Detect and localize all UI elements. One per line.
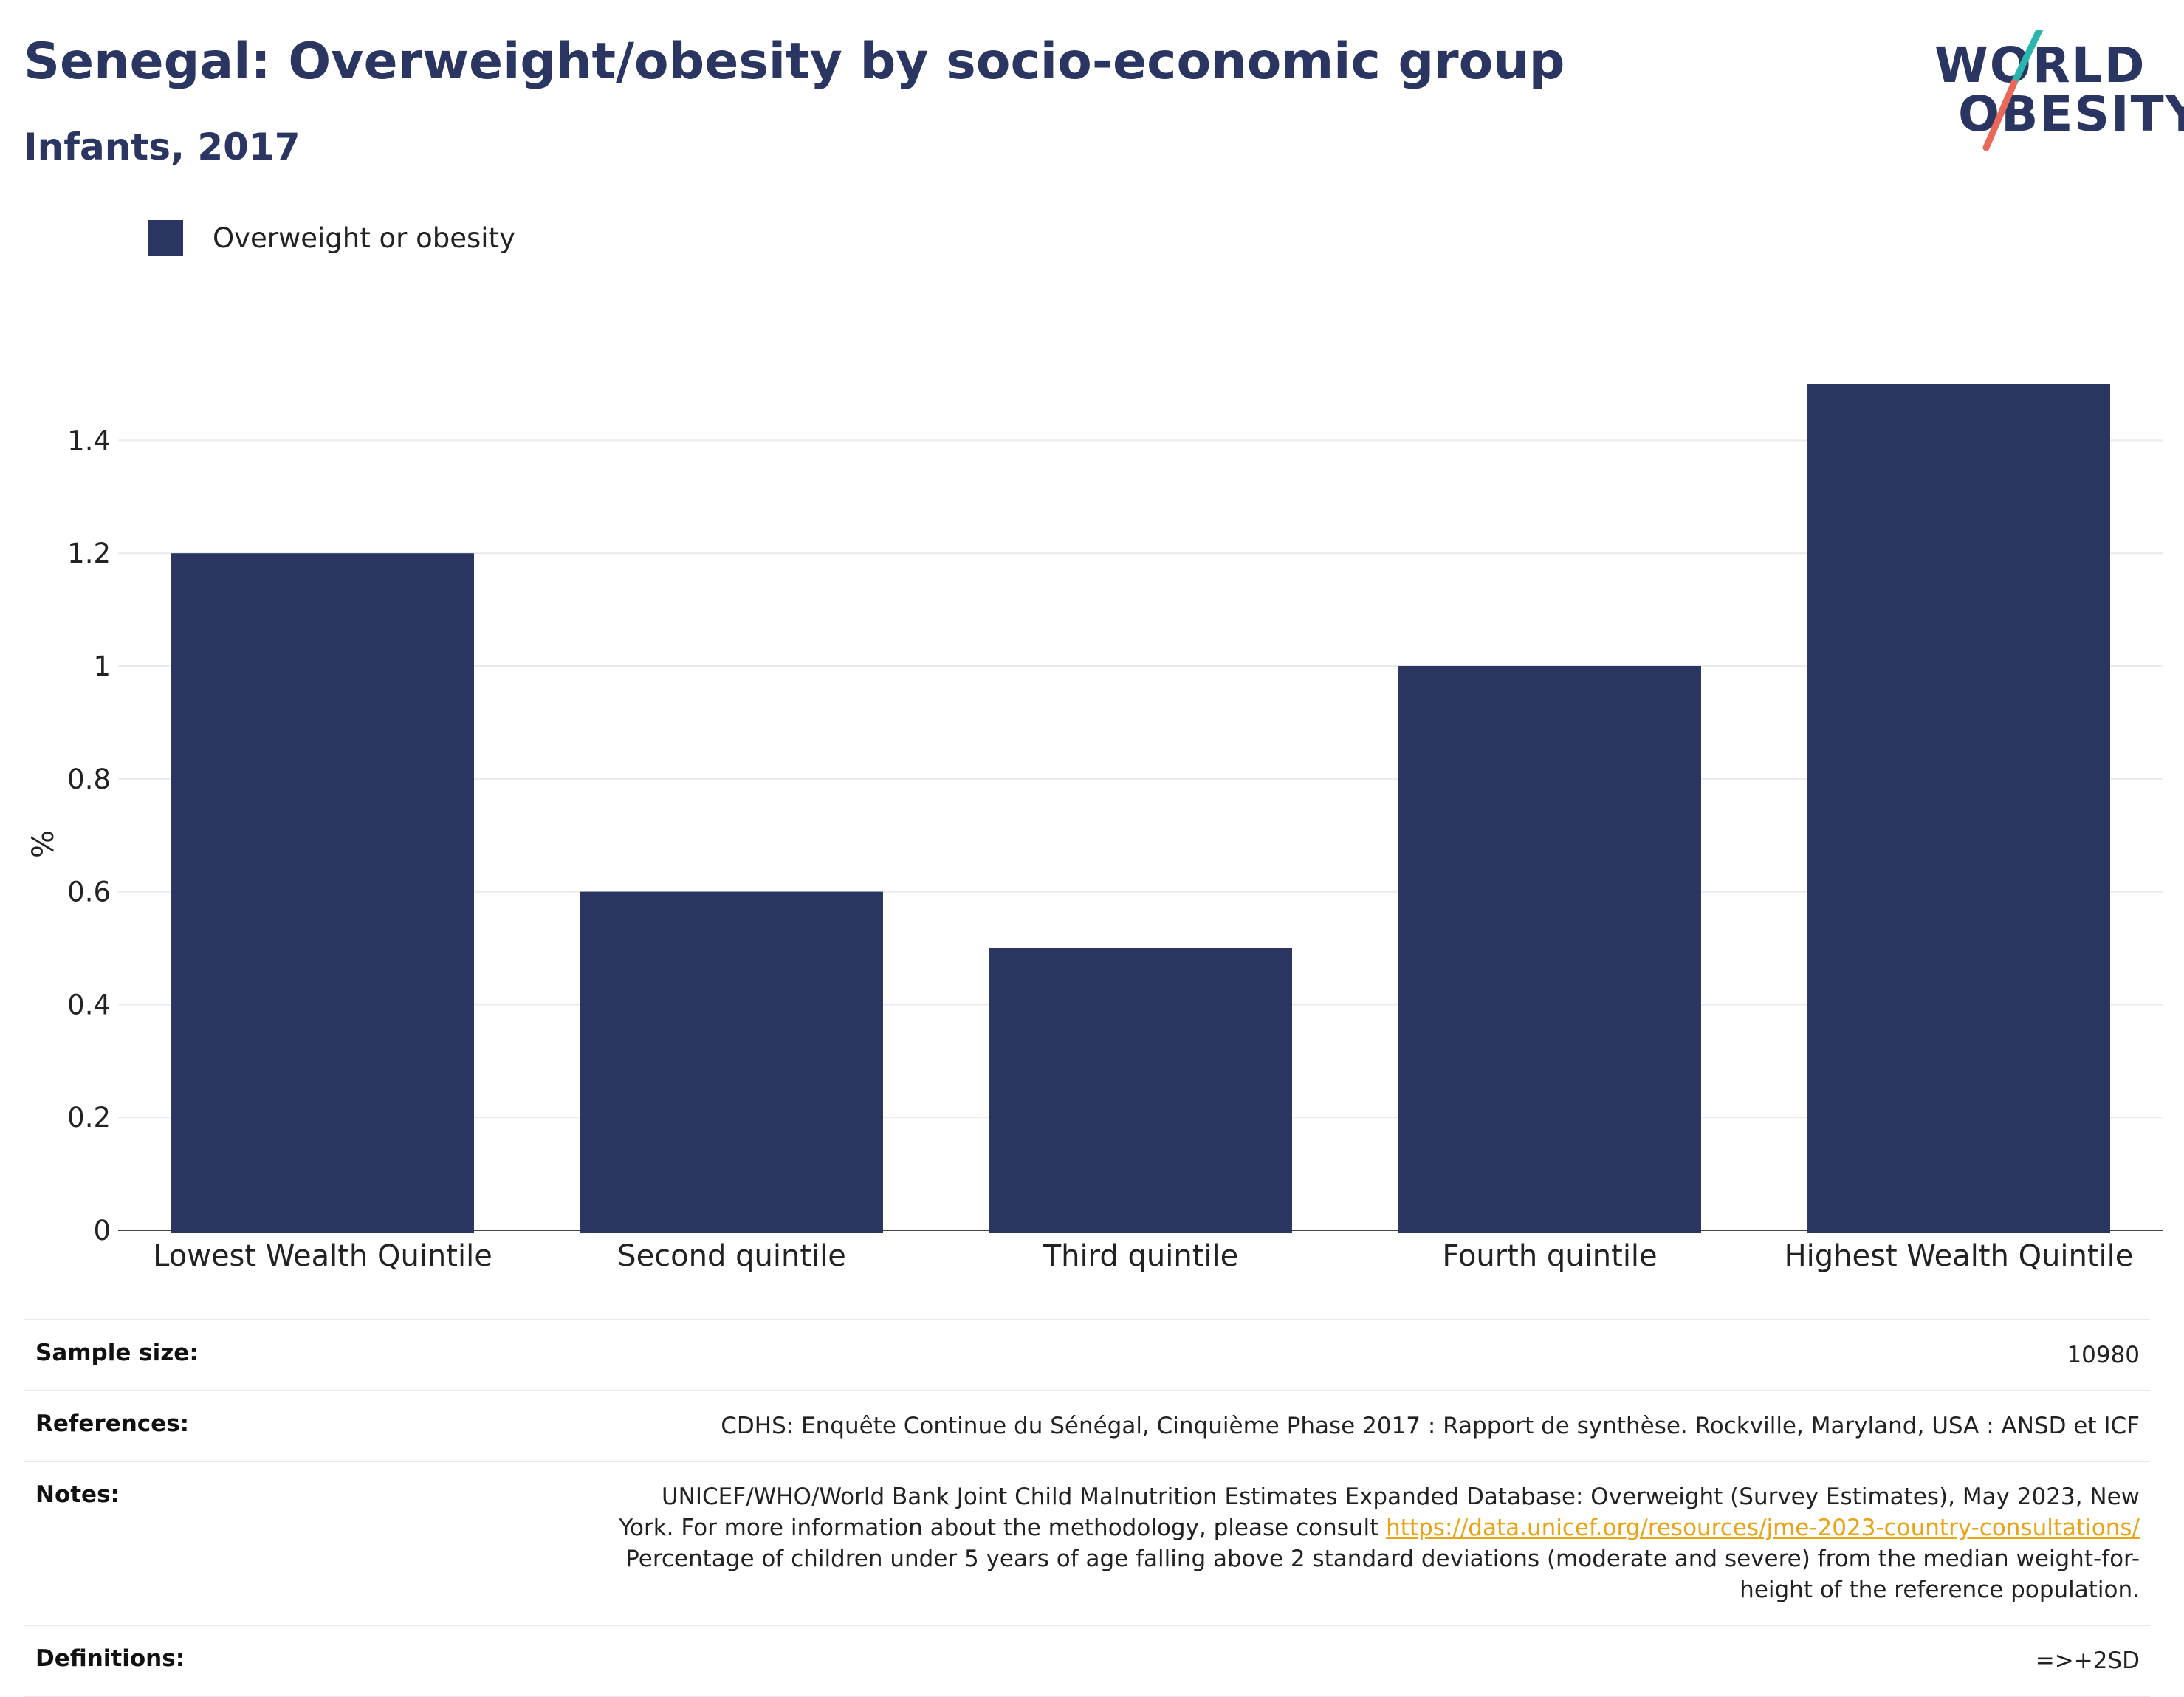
x-tick-label: Lowest Wealth Quintile: [153, 1239, 492, 1273]
chart-title: Senegal: Overweight/obesity by socio-eco…: [24, 32, 1565, 91]
logo-line-1: WORLD: [1934, 37, 2146, 94]
bars: [171, 384, 2110, 1233]
definitions-row: Definitions: =>+2SD: [24, 1625, 2150, 1697]
notes-label: Notes:: [35, 1481, 120, 1508]
x-tick-label: Highest Wealth Quintile: [1785, 1239, 2134, 1273]
chart-legend: Overweight or obesity: [148, 220, 515, 256]
references-row: References: CDHS: Enquête Continue du Sé…: [24, 1390, 2150, 1461]
y-tick-label: 1.2: [67, 538, 111, 569]
sample-size-value: 10980: [2067, 1342, 2140, 1368]
notes-row: Notes: UNICEF/WHO/World Bank Joint Child…: [24, 1461, 2150, 1625]
definitions-value: =>+2SD: [2035, 1648, 2140, 1674]
references-label: References:: [35, 1410, 190, 1437]
x-tick-label: Third quintile: [1043, 1239, 1238, 1273]
y-tick-label: 1.4: [67, 425, 111, 456]
world-obesity-logo: WORLD OBESITY: [1927, 30, 2184, 155]
y-tick-label: 0.2: [67, 1102, 111, 1134]
y-tick-label: 0: [93, 1215, 111, 1247]
bar: [1807, 384, 2110, 1233]
bar-chart: 0 0.2 0.4 0.6 0.8 1 1.2 1.4 Lowest Wealth Quint…: [27, 384, 2163, 1273]
x-tick-label: Fourth quintile: [1442, 1239, 1657, 1273]
legend-label: Overweight or obesity: [213, 222, 515, 254]
logo-slash-icon: [1982, 30, 2044, 151]
legend-swatch: [148, 220, 183, 256]
bar: [171, 553, 474, 1233]
y-axis-ticks: 0 0.2 0.4 0.6 0.8 1 1.2 1.4: [67, 425, 111, 1247]
notes-line-2: York. For more information about the met…: [619, 1515, 1387, 1541]
sample-size-row: Sample size: 10980: [24, 1319, 2150, 1390]
y-tick-label: 0.8: [67, 764, 111, 795]
notes-line-4: height of the reference population.: [1740, 1577, 2140, 1603]
notes-line-1: UNICEF/WHO/World Bank Joint Child Malnut…: [661, 1484, 2140, 1510]
bar: [989, 948, 1292, 1233]
definitions-label: Definitions:: [35, 1645, 185, 1672]
notes-line-3: Percentage of children under 5 years of …: [625, 1546, 2140, 1572]
x-tick-label: Second quintile: [617, 1239, 846, 1273]
sample-size-label: Sample size:: [35, 1340, 199, 1366]
y-axis-title: %: [27, 830, 61, 858]
notes-link[interactable]: https://data.unicef.org/resources/jme-20…: [1386, 1515, 2140, 1541]
y-tick-label: 0.6: [67, 877, 111, 908]
info-table: Sample size: 10980 References: CDHS: Enq…: [24, 1319, 2150, 1697]
bar: [1398, 666, 1701, 1233]
y-tick-label: 0.4: [67, 989, 111, 1021]
references-value: CDHS: Enquête Continue du Sénégal, Cinqu…: [721, 1413, 2140, 1439]
x-axis-ticks: Lowest Wealth Quintile Second quintile Thi…: [153, 1239, 2133, 1273]
notes-value: UNICEF/WHO/World Bank Joint Child Malnut…: [619, 1481, 2140, 1605]
bar: [580, 891, 883, 1233]
y-tick-label: 1: [93, 651, 111, 682]
chart-subtitle: Infants, 2017: [24, 126, 301, 168]
